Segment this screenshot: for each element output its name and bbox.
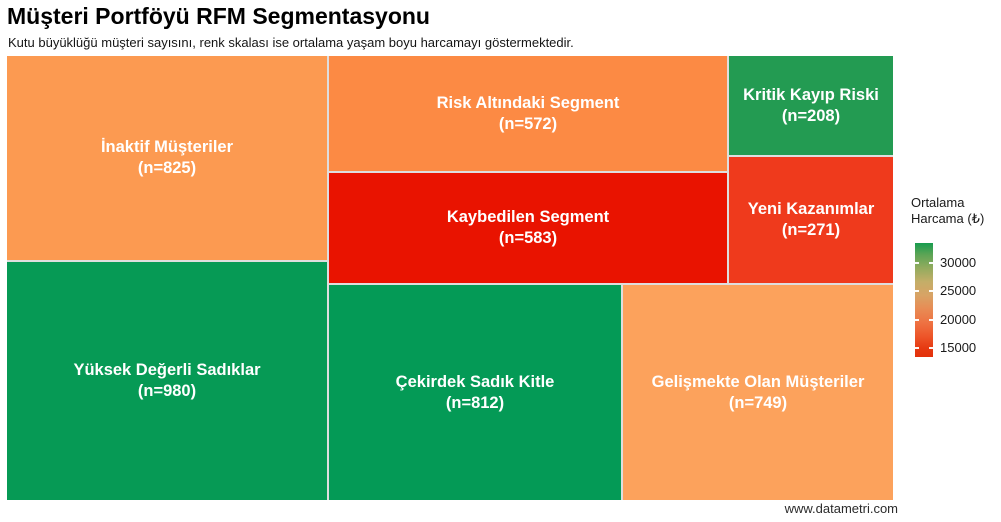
- legend-tick-30000: 30000: [940, 254, 977, 270]
- segment-count: (n=572): [498, 114, 558, 133]
- legend-tick-mark: [915, 318, 919, 321]
- segment-name: Risk Altındaki Segment: [436, 93, 620, 112]
- legend-tick-mark: [915, 290, 919, 293]
- page-subtitle: Kutu büyüklüğü müşteri sayısını, renk sk…: [8, 35, 574, 50]
- segment-label: Kaybedilen Segment (n=583): [447, 207, 609, 249]
- treemap-cell-yuksek-degerli-sadiklar: Yüksek Değerli Sadıklar (n=980): [7, 262, 327, 500]
- legend-tick-mark: [915, 261, 919, 264]
- legend-tick-mark: [929, 261, 933, 264]
- segment-label: Gelişmekte Olan Müşteriler (n=749): [652, 372, 865, 414]
- segment-name: Yüksek Değerli Sadıklar: [73, 361, 261, 379]
- legend-tick-mark: [929, 318, 933, 321]
- segment-label: Kritik Kayıp Riski (n=208): [743, 85, 879, 127]
- segment-name: Yeni Kazanımlar: [747, 200, 875, 218]
- legend-gradient-bar: [915, 243, 933, 357]
- treemap-cell-yeni-kazanimlar: Yeni Kazanımlar (n=271): [729, 157, 893, 283]
- legend-tick-25000: 25000: [940, 283, 977, 299]
- segment-label: Yeni Kazanımlar (n=271): [748, 199, 875, 241]
- segment-name: İnaktif Müşteriler: [100, 138, 234, 156]
- treemap: İnaktif Müşteriler (n=825) Risk Altındaki …: [7, 56, 893, 500]
- segment-name: Gelişmekte Olan Müşteriler: [651, 372, 865, 391]
- segment-name: Çekirdek Sadık Kitle: [395, 372, 555, 391]
- treemap-cell-cekirdek-sadik-kitle: Çekirdek Sadık Kitle (n=812): [329, 285, 621, 500]
- segment-name: Kritik Kayıp Riski: [743, 85, 879, 104]
- segment-count: (n=825): [137, 159, 197, 177]
- treemap-cell-gelismekte-olan-musteriler: Gelişmekte Olan Müşteriler (n=749): [623, 285, 893, 500]
- segment-count: (n=980): [137, 382, 197, 400]
- source-caption: www.datametri.com: [784, 501, 898, 516]
- legend-tick-20000: 20000: [940, 311, 977, 327]
- legend-tick-15000: 15000: [940, 340, 977, 356]
- legend-title-line1: Ortalama: [911, 195, 965, 210]
- segment-count: (n=271): [781, 221, 841, 239]
- legend-tick-mark: [929, 290, 933, 293]
- segment-label: Çekirdek Sadık Kitle (n=812): [396, 372, 555, 414]
- segment-count: (n=583): [498, 229, 558, 247]
- treemap-cell-inaktif-musteriler: İnaktif Müşteriler (n=825): [7, 56, 327, 260]
- segment-label: İnaktif Müşteriler (n=825): [101, 137, 233, 179]
- page-title: Müşteri Portföyü RFM Segmentasyonu: [7, 3, 430, 29]
- segment-name: Kaybedilen Segment: [446, 208, 610, 226]
- segment-count: (n=812): [445, 393, 505, 412]
- treemap-cell-kaybedilen-segment: Kaybedilen Segment (n=583): [329, 173, 727, 283]
- legend-tick-mark: [915, 347, 919, 350]
- legend-title: Ortalama Harcama (₺): [911, 195, 984, 227]
- segment-count: (n=208): [781, 106, 841, 125]
- segment-label: Yüksek Değerli Sadıklar (n=980): [73, 360, 260, 402]
- legend-tick-mark: [929, 347, 933, 350]
- treemap-cell-kritik-kayip-riski: Kritik Kayıp Riski (n=208): [729, 56, 893, 155]
- segment-label: Risk Altındaki Segment (n=572): [437, 93, 620, 135]
- segment-count: (n=749): [728, 393, 788, 412]
- treemap-cell-risk-altindaki-segment: Risk Altındaki Segment (n=572): [329, 56, 727, 171]
- legend-title-line2: Harcama (₺): [911, 211, 985, 226]
